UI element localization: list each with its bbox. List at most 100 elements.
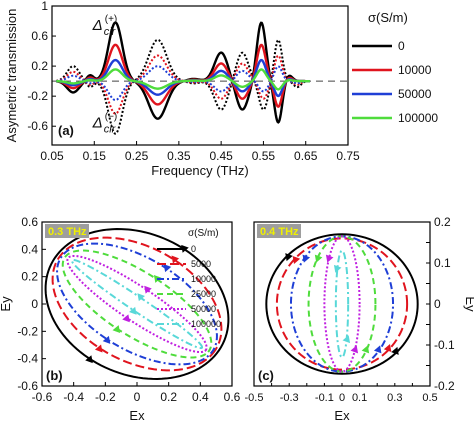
arrow-10000 <box>373 345 382 354</box>
legend-a: σ(S/m) 0 10000 50000 100000 <box>352 10 438 125</box>
x-tick-label: 0.1 <box>352 392 367 404</box>
y-axis-label: Ey <box>0 296 13 312</box>
delta-annotation-superscript: (+) <box>105 14 118 25</box>
y-tick-label: 0.6 <box>31 29 48 43</box>
delta-annotation-subscript: cir <box>104 26 117 38</box>
arrow-25000 <box>112 325 121 334</box>
x-tick-label: 0.45 <box>209 149 233 163</box>
arrow-100000 <box>129 306 137 315</box>
x-tick-label: -0.3 <box>280 392 299 404</box>
x-tick-label: 0.55 <box>252 149 276 163</box>
arrow-100000 <box>342 335 351 344</box>
x-tick-label: 0 <box>134 390 141 404</box>
y-tick-label: 0 <box>31 297 38 311</box>
ellipse-25000 <box>61 249 213 359</box>
y-tick-label: 0 <box>434 297 441 311</box>
x-tick-label: -0.5 <box>245 392 264 404</box>
x-tick-label: 0.5 <box>422 392 437 404</box>
x-tick-label: 0.05 <box>40 149 64 163</box>
ellipse-5000 <box>51 236 223 372</box>
x-tick-label: -0.2 <box>95 390 116 404</box>
ellipse-10000 <box>56 242 218 366</box>
arrow-100000 <box>137 293 145 302</box>
arrow-25000 <box>361 345 370 354</box>
x-tick-label: -0.1 <box>315 392 334 404</box>
arrow-5000 <box>292 256 301 264</box>
panel-label: (c) <box>258 368 274 383</box>
delta-annotation: Δ <box>92 17 103 34</box>
arrow-50000 <box>325 254 334 263</box>
y-tick-label: 0.4 <box>21 242 38 256</box>
panel-c: -0.5 -0.3 -0.1 0 0.1 0.3 0.5 0.2 0.1 0 -0.1 -0.2 Ex E… <box>245 215 474 423</box>
y-tick-label: -0.6 <box>27 119 48 133</box>
x-tick-label: 0.6 <box>224 390 241 404</box>
delta-annotation-subscript: cir <box>104 124 117 136</box>
x-tick-label: 0.75 <box>336 149 360 163</box>
x-tick-label: 0.2 <box>160 390 177 404</box>
frequency-tag-box <box>257 224 301 238</box>
arrow-10000 <box>302 254 311 263</box>
ellipse-0 <box>44 228 230 380</box>
arrow-100000 <box>333 264 342 273</box>
arrow-0 <box>391 346 399 355</box>
legend-label-100000: 100000 <box>398 111 438 125</box>
ellipse-100000 <box>334 249 350 359</box>
x-axis-label: Ex <box>129 408 145 423</box>
y-tick-label: -0.2 <box>17 324 38 338</box>
arrow-10000 <box>102 335 111 344</box>
arrow-10000 <box>163 264 172 273</box>
legend-label-25000: 25000 <box>191 289 216 299</box>
plot-frame-a <box>51 5 349 146</box>
legend-b: σ(S/m) 0 5000 10000 25000 50000 100000 <box>157 228 221 329</box>
x-axis-label: Frequency (THz) <box>151 163 249 178</box>
plot-frame-c <box>253 221 431 387</box>
y-tick-label: 0.1 <box>434 256 451 270</box>
panel-label: (a) <box>58 123 74 138</box>
y-tick-label: 0.2 <box>31 59 48 73</box>
frequency-tag: 0.3 THz <box>48 226 87 238</box>
arrow-25000 <box>314 254 323 263</box>
y-tick-label: -0.2 <box>27 89 48 103</box>
x-tick-label: 0 <box>339 392 345 404</box>
x-tick-label: -0.4 <box>63 390 84 404</box>
x-tick-label: 0.25 <box>125 149 149 163</box>
frequency-tag: 0.4 THz <box>260 226 299 238</box>
y-axis-label: Ey <box>463 296 474 312</box>
x-tick-label: 0.3 <box>387 392 402 404</box>
series-line-100000 <box>56 68 310 91</box>
arrow-50000 <box>122 314 130 323</box>
ellipse-0 <box>265 233 419 375</box>
ellipse-5000 <box>275 237 409 371</box>
y-tick-label: -0.6 <box>17 379 38 393</box>
panel-label: (b) <box>46 368 63 383</box>
y-axis-label: Asymetric transmission <box>4 9 19 143</box>
y-tick-label: -0.1 <box>434 338 455 352</box>
legend-label-5000: 5000 <box>191 259 211 269</box>
legend-label-50000: 50000 <box>191 304 216 314</box>
legend-title: σ(S/m) <box>368 10 408 25</box>
legend-label-0: 0 <box>398 39 405 53</box>
x-tick-label: 0.35 <box>167 149 191 163</box>
arrow-5000 <box>383 344 392 352</box>
y-tick-label: 1 <box>41 0 48 13</box>
y-tick-label: 0.6 <box>21 215 38 229</box>
delta-annotation-superscript: (−) <box>105 112 118 123</box>
arrow-0 <box>285 253 293 262</box>
ellipse-50000 <box>66 254 208 354</box>
legend-label-10000: 10000 <box>191 274 216 284</box>
y-tick-label: -0.2 <box>434 379 455 393</box>
legend-label-0: 0 <box>191 244 196 254</box>
x-tick-label: 0.65 <box>294 149 318 163</box>
delta-annotation: Δ <box>92 115 103 132</box>
x-tick-label: -0.6 <box>32 390 53 404</box>
frequency-tag-box <box>45 224 89 238</box>
arrow-50000 <box>144 285 152 294</box>
x-axis-label: Ex <box>334 408 350 423</box>
x-tick-label: 0.15 <box>83 149 107 163</box>
ellipse-10000 <box>289 235 395 373</box>
legend-label-100000: 100000 <box>191 319 221 329</box>
ellipse-100000 <box>70 258 204 350</box>
legend-label-50000: 50000 <box>398 87 432 101</box>
legend-label-10000: 10000 <box>398 63 432 77</box>
